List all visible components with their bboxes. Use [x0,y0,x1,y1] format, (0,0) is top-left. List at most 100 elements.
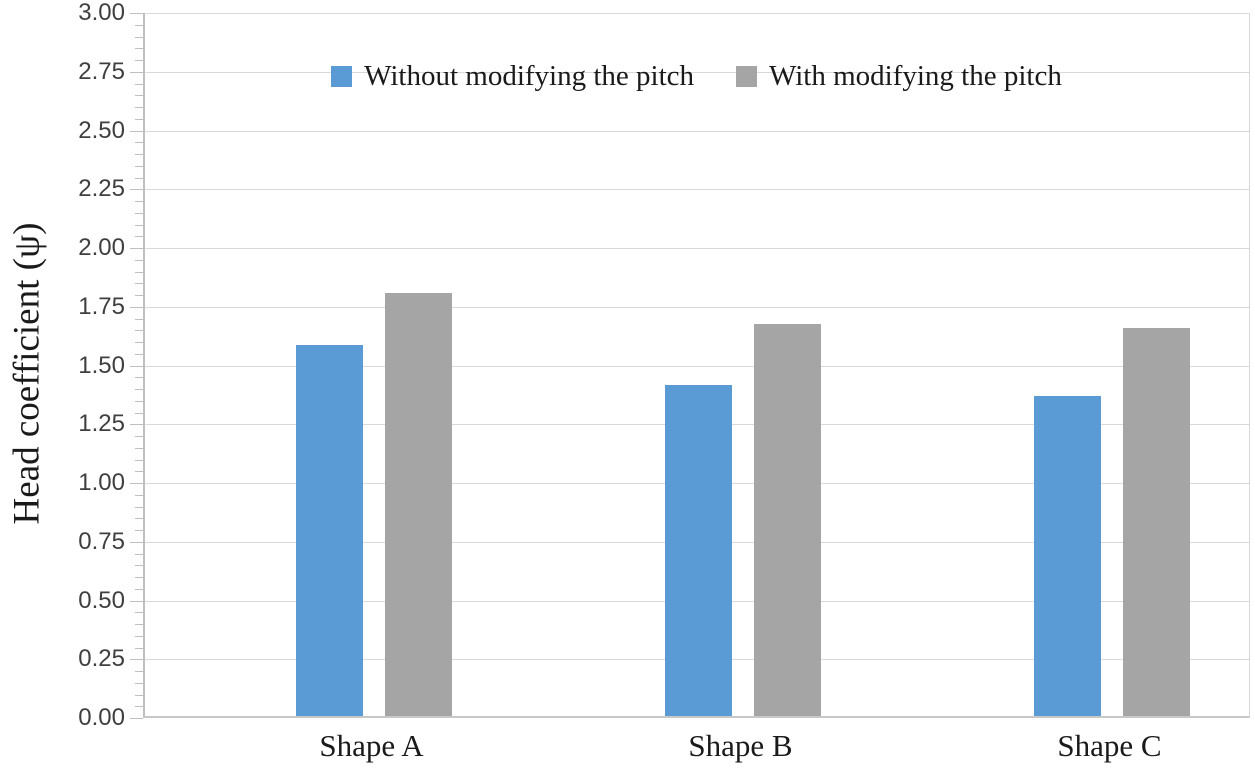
y-major-tick [130,71,143,73]
gridline [145,13,1249,14]
y-minor-tick [135,283,143,285]
legend-item: Without modifying the pitch [331,59,695,92]
y-minor-tick [135,671,143,672]
y-minor-tick [135,212,143,214]
y-minor-tick [135,447,143,449]
gridline [145,306,1249,308]
y-tick-label: 0.50 [78,586,125,614]
y-minor-tick [135,506,143,508]
bar-shape-c-series-0 [1033,396,1101,716]
y-minor-tick [135,165,143,167]
bar-shape-b-series-1 [753,323,821,716]
y-tick-label: 2.00 [78,234,125,261]
bar-shape-a-series-0 [295,344,363,716]
y-tick-label: 1.25 [78,410,125,438]
y-tick-label: 0.25 [78,645,125,673]
y-minor-tick [135,553,143,555]
y-minor-tick [135,154,143,155]
y-minor-tick [135,118,143,120]
legend-label: With modifying the pitch [769,59,1062,92]
y-tick-label: 1.75 [78,292,125,320]
bar-shape-b-series-0 [664,384,732,716]
y-minor-tick [135,436,143,437]
y-minor-tick [135,624,143,625]
y-minor-tick [135,389,143,390]
y-major-tick [130,424,143,426]
y-minor-tick [135,24,143,26]
y-tick-label: 0.75 [78,527,125,555]
y-major-tick [130,541,143,543]
legend-swatch-icon [331,65,353,87]
y-minor-tick [135,459,143,461]
y-minor-tick [135,400,143,402]
y-tick-label: 2.75 [78,57,125,85]
y-minor-tick [135,201,143,202]
y-minor-tick [135,577,143,578]
y-minor-tick [135,271,143,273]
y-minor-tick [135,694,143,696]
y-minor-tick [135,330,143,332]
y-tick-label: 2.25 [78,175,125,203]
y-tick-label: 2.50 [78,116,125,144]
gridline [145,365,1249,367]
x-category-label: Shape A [319,728,424,763]
y-minor-tick [135,83,143,85]
y-major-tick [130,306,143,308]
y-minor-tick [135,530,143,531]
y-minor-tick [135,565,143,567]
y-minor-tick [135,48,143,50]
y-major-tick [130,718,143,719]
x-category-label: Shape C [1057,728,1162,763]
y-axis-title: Head coefficient (ψ) [6,222,48,525]
y-minor-tick [135,36,143,38]
y-minor-tick [135,494,143,496]
legend-label: Without modifying the pitch [364,59,695,92]
y-minor-tick [135,95,143,97]
y-minor-tick [135,353,143,355]
y-minor-tick [135,518,143,520]
y-tick-label: 1.50 [78,351,125,379]
y-major-tick [130,659,143,661]
y-minor-tick [135,706,143,708]
y-major-tick [130,13,143,14]
y-tick-label: 0.00 [78,704,125,731]
gridline [145,130,1249,132]
bar-shape-c-series-1 [1122,328,1190,716]
y-minor-tick [135,60,143,61]
y-minor-tick [135,295,143,296]
y-minor-tick [135,107,143,108]
y-minor-tick [135,612,143,614]
legend: Without modifying the pitch With modifyin… [143,55,1250,97]
plot-area [143,13,1250,718]
y-minor-tick [135,412,143,414]
legend-item: With modifying the pitch [736,59,1062,92]
y-minor-tick [135,224,143,226]
legend-swatch-icon [736,65,758,87]
y-minor-tick [135,588,143,590]
y-major-tick [130,189,143,191]
y-minor-tick [135,342,143,343]
y-major-tick [130,365,143,367]
y-minor-tick [135,471,143,473]
y-minor-tick [135,318,143,320]
y-minor-tick [135,177,143,179]
y-tick-label: 3.00 [78,0,125,26]
gridline [145,189,1249,191]
y-minor-tick [135,682,143,684]
gridline [145,248,1249,249]
y-minor-tick [135,377,143,379]
gridline [145,71,1249,73]
y-minor-tick [135,236,143,238]
y-major-tick [130,600,143,602]
y-major-tick [130,483,143,484]
y-minor-tick [135,647,143,649]
y-minor-tick [135,635,143,637]
y-major-tick [130,130,143,132]
y-minor-tick [135,142,143,144]
y-minor-tick [135,259,143,261]
x-category-label: Shape B [688,728,793,763]
y-major-tick [130,248,143,249]
bar-shape-a-series-1 [384,293,452,716]
y-tick-label: 1.00 [78,469,125,496]
